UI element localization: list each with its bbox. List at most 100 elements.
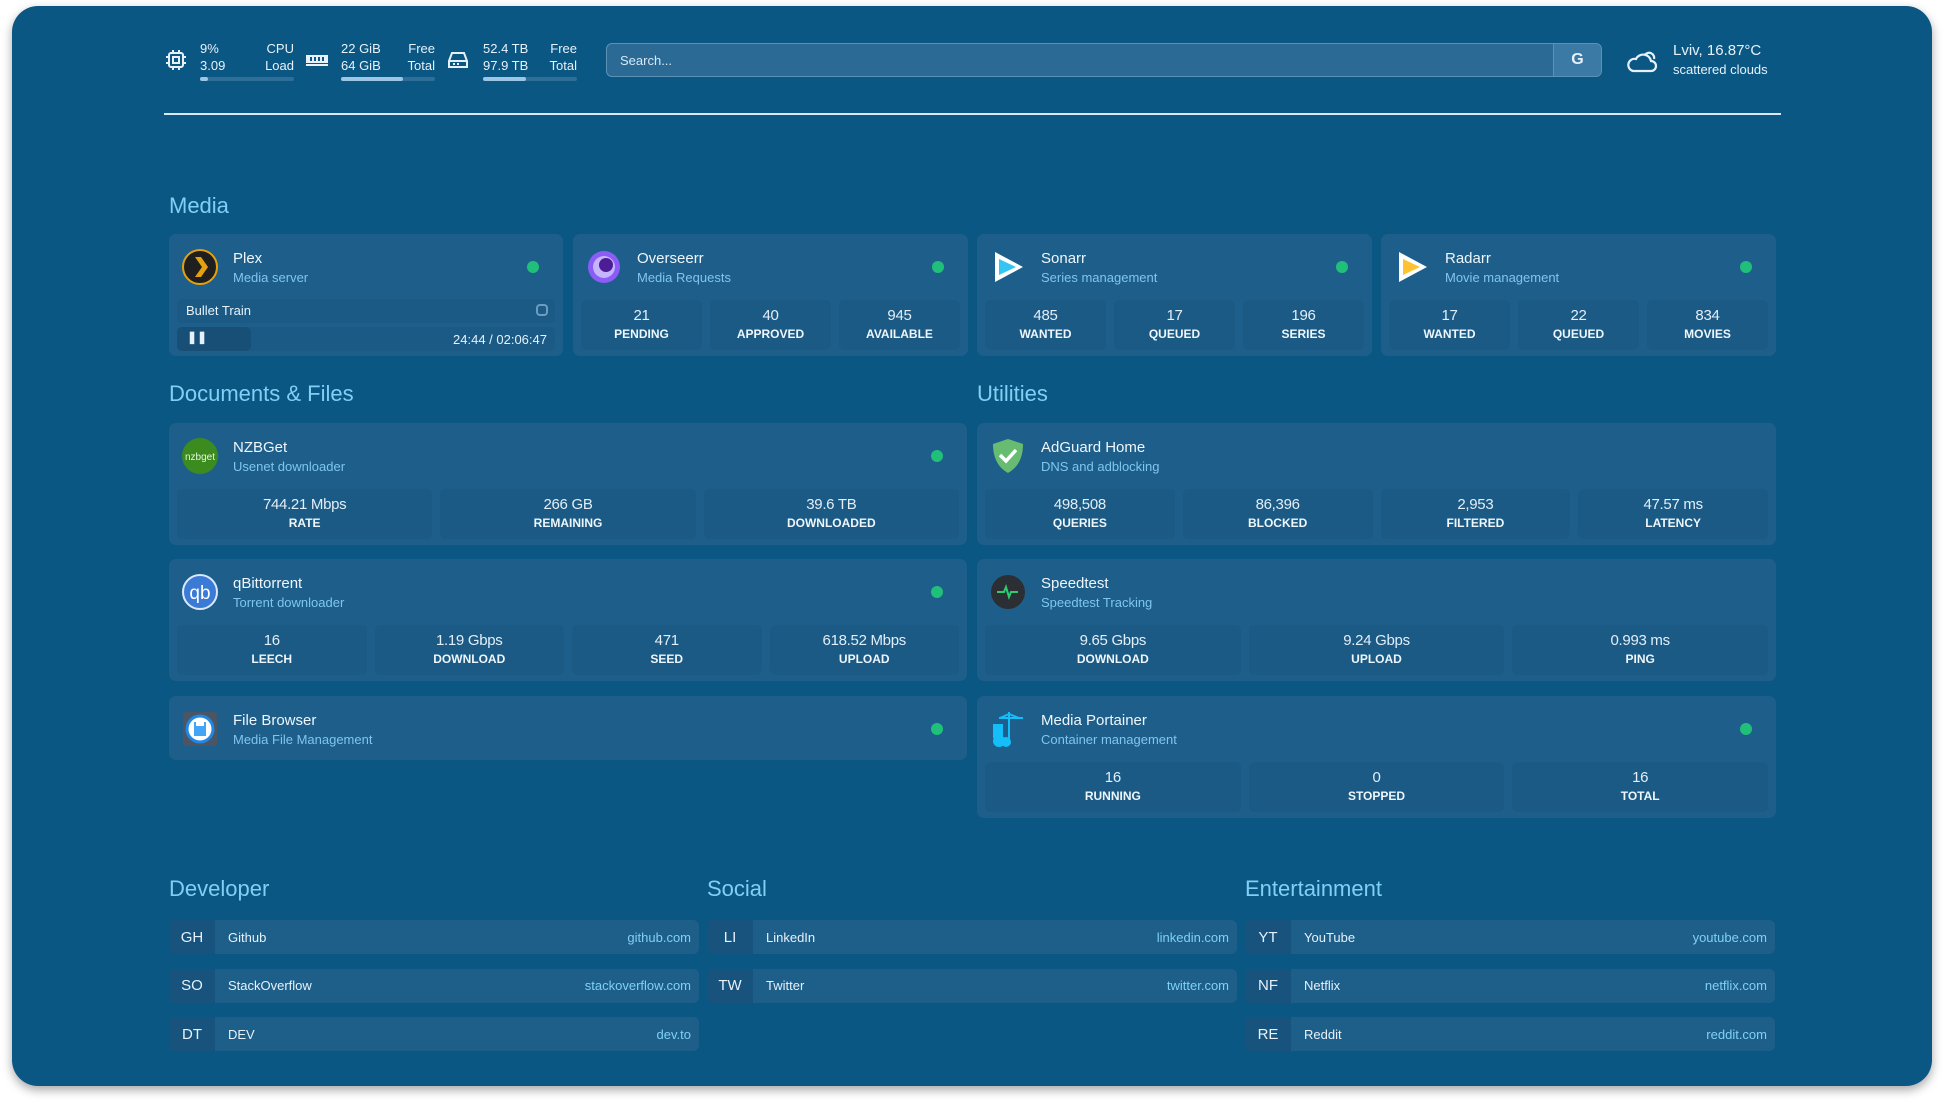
service-description: DNS and adblocking [1041,459,1160,474]
stat-block: 17 QUEUED [1114,300,1235,350]
stat-label: SEED [650,652,684,666]
stats-row: 498,508 QUERIES 86,396 BLOCKED 2,953 FILTERED… [985,489,1768,539]
stat-block: 498,508 QUERIES [985,489,1175,539]
bookmark-abbr: GH [169,920,215,954]
service-card-overseerr[interactable]: Overseerr Media Requests 21 PENDING 40 APPROV… [573,234,968,356]
service-card-adguard-home[interactable]: AdGuard Home DNS and adblocking 498,508 QUE… [977,423,1776,545]
bookmark-name: Github [228,929,267,945]
free-label: Free [408,41,435,56]
svg-text:qb: qb [189,583,210,604]
bookmark-abbr: LI [707,920,753,954]
playback-progress [177,327,251,351]
cpu-stat: 9% 3.09 CPU Load [200,40,294,84]
stat-value: 21 [633,307,650,324]
stat-block: 22 QUEUED [1518,300,1639,350]
service-card-speedtest[interactable]: Speedtest Speedtest Tracking 9.65 Gbps DOWN… [977,559,1776,681]
pause-icon[interactable]: ❚❚ [187,330,208,344]
search-provider-button[interactable]: G [1553,44,1601,76]
stat-block: 744.21 Mbps RATE [177,489,433,539]
service-card-nzbget[interactable]: nzbget NZBGet Usenet downloader 744.21 Mbps… [169,423,967,545]
disk-stat: 52.4 TB 97.9 TB Free Total [483,40,577,84]
status-dot [931,450,943,462]
bookmark-github[interactable]: GH Github github.com [169,920,699,954]
service-description: Media server [233,270,309,285]
radarr-icon [1393,248,1431,286]
service-name: Speedtest [1041,575,1109,592]
weather-widget[interactable]: Lviv, 16.87°C scattered clouds [1625,42,1768,77]
stat-label: LEECH [251,652,293,666]
status-dot [1336,261,1348,273]
overseerr-icon [585,248,623,286]
stat-value: 945 [887,307,912,324]
bookmark-url: linkedin.com [1156,929,1229,945]
stat-label: AVAILABLE [866,327,933,341]
service-card-qbittorrent[interactable]: qb qBittorrent Torrent downloader 16 LEECH 1.… [169,559,967,681]
stat-value: 9.24 Gbps [1343,632,1410,649]
bookmark-linkedin[interactable]: LI LinkedIn linkedin.com [707,920,1237,954]
bookmark-abbr: RE [1245,1017,1291,1051]
section-title-entertainment: Entertainment [1245,876,1382,901]
bookmark-url: dev.to [656,1026,691,1042]
service-card-file-browser[interactable]: File Browser Media File Management [169,696,967,760]
status-dot [931,723,943,735]
stat-value: 22 [1570,307,1587,324]
bookmark-stackoverflow[interactable]: SO StackOverflow stackoverflow.com [169,968,699,1003]
stat-value: 0 [1372,769,1381,786]
section-title-media: Media [169,193,229,218]
stat-value: 16 [263,632,280,649]
bookmark-reddit[interactable]: RE Reddit reddit.com [1245,1017,1775,1051]
stat-label: WANTED [1423,327,1476,341]
free-label: Free [550,41,577,56]
disk-free: 52.4 TB [483,41,529,56]
stat-value: 266 GB [543,496,593,513]
status-dot [1740,723,1752,735]
service-description: Container management [1041,732,1177,747]
stat-value: 9.65 Gbps [1079,632,1147,649]
service-name: Plex [233,250,263,267]
stat-label: MOVIES [1684,327,1731,341]
stat-value: 1.19 Gbps [435,632,503,649]
service-card-plex[interactable]: Plex Media server Bullet Train ❚❚ 24:44 … [169,234,563,356]
service-name: Sonarr [1041,250,1087,267]
stat-value: 471 [654,632,679,649]
service-name: qBittorrent [233,575,303,592]
stat-block: 16 TOTAL [1512,762,1769,812]
section-title-developer: Developer [169,876,270,901]
stat-block: 196 SERIES [1243,300,1364,350]
bookmark-name: Twitter [766,978,805,993]
stat-label: QUEUED [1552,327,1605,341]
bookmark-dev[interactable]: DT DEV dev.to [169,1017,699,1051]
stat-value: 0.993 ms [1610,632,1671,649]
qbittorrent-icon: qb [181,573,219,611]
section-title-documents: Documents & Files [169,381,354,406]
bookmark-youtube[interactable]: YT YouTube youtube.com [1245,920,1775,954]
cpu-load: 3.09 [200,58,226,73]
status-dot [1740,261,1752,273]
memory-bar [341,77,435,81]
stat-value: 485 [1033,307,1058,324]
service-card-sonarr[interactable]: Sonarr Series management 485 WANTED 17 QUEUED… [977,234,1372,356]
playback-time: 24:44 / 02:06:47 [453,332,547,347]
bookmark-netflix[interactable]: NF Netflix netflix.com [1245,968,1775,1003]
status-dot [527,261,539,273]
stat-block: 471 SEED [572,625,762,675]
stat-block: 1.19 Gbps DOWNLOAD [374,625,564,675]
service-card-media-portainer[interactable]: Media Portainer Container management 16 RUN… [977,696,1776,818]
bookmark-name: LinkedIn [766,929,816,945]
stat-label: DOWNLOADED [786,516,876,530]
service-card-radarr[interactable]: Radarr Movie management 17 WANTED 22 QUEUED 83… [1381,234,1776,356]
search-input[interactable] [607,52,1553,68]
header-divider [164,113,1781,115]
bookmark-url: netflix.com [1704,978,1767,993]
speedtest-pulse-icon [989,573,1027,611]
stat-label: UPLOAD [1351,652,1402,666]
cloud-icon [1627,51,1658,72]
disk-bar [483,77,577,81]
stat-block: 86,396 BLOCKED [1182,489,1373,539]
bookmark-abbr: YT [1245,920,1291,954]
stat-label: WANTED [1019,327,1072,341]
service-name: Overseerr [637,250,704,267]
stat-label: STOPPED [1347,789,1406,803]
bookmark-twitter[interactable]: TW Twitter twitter.com [707,968,1237,1003]
service-description: Series management [1041,270,1158,285]
